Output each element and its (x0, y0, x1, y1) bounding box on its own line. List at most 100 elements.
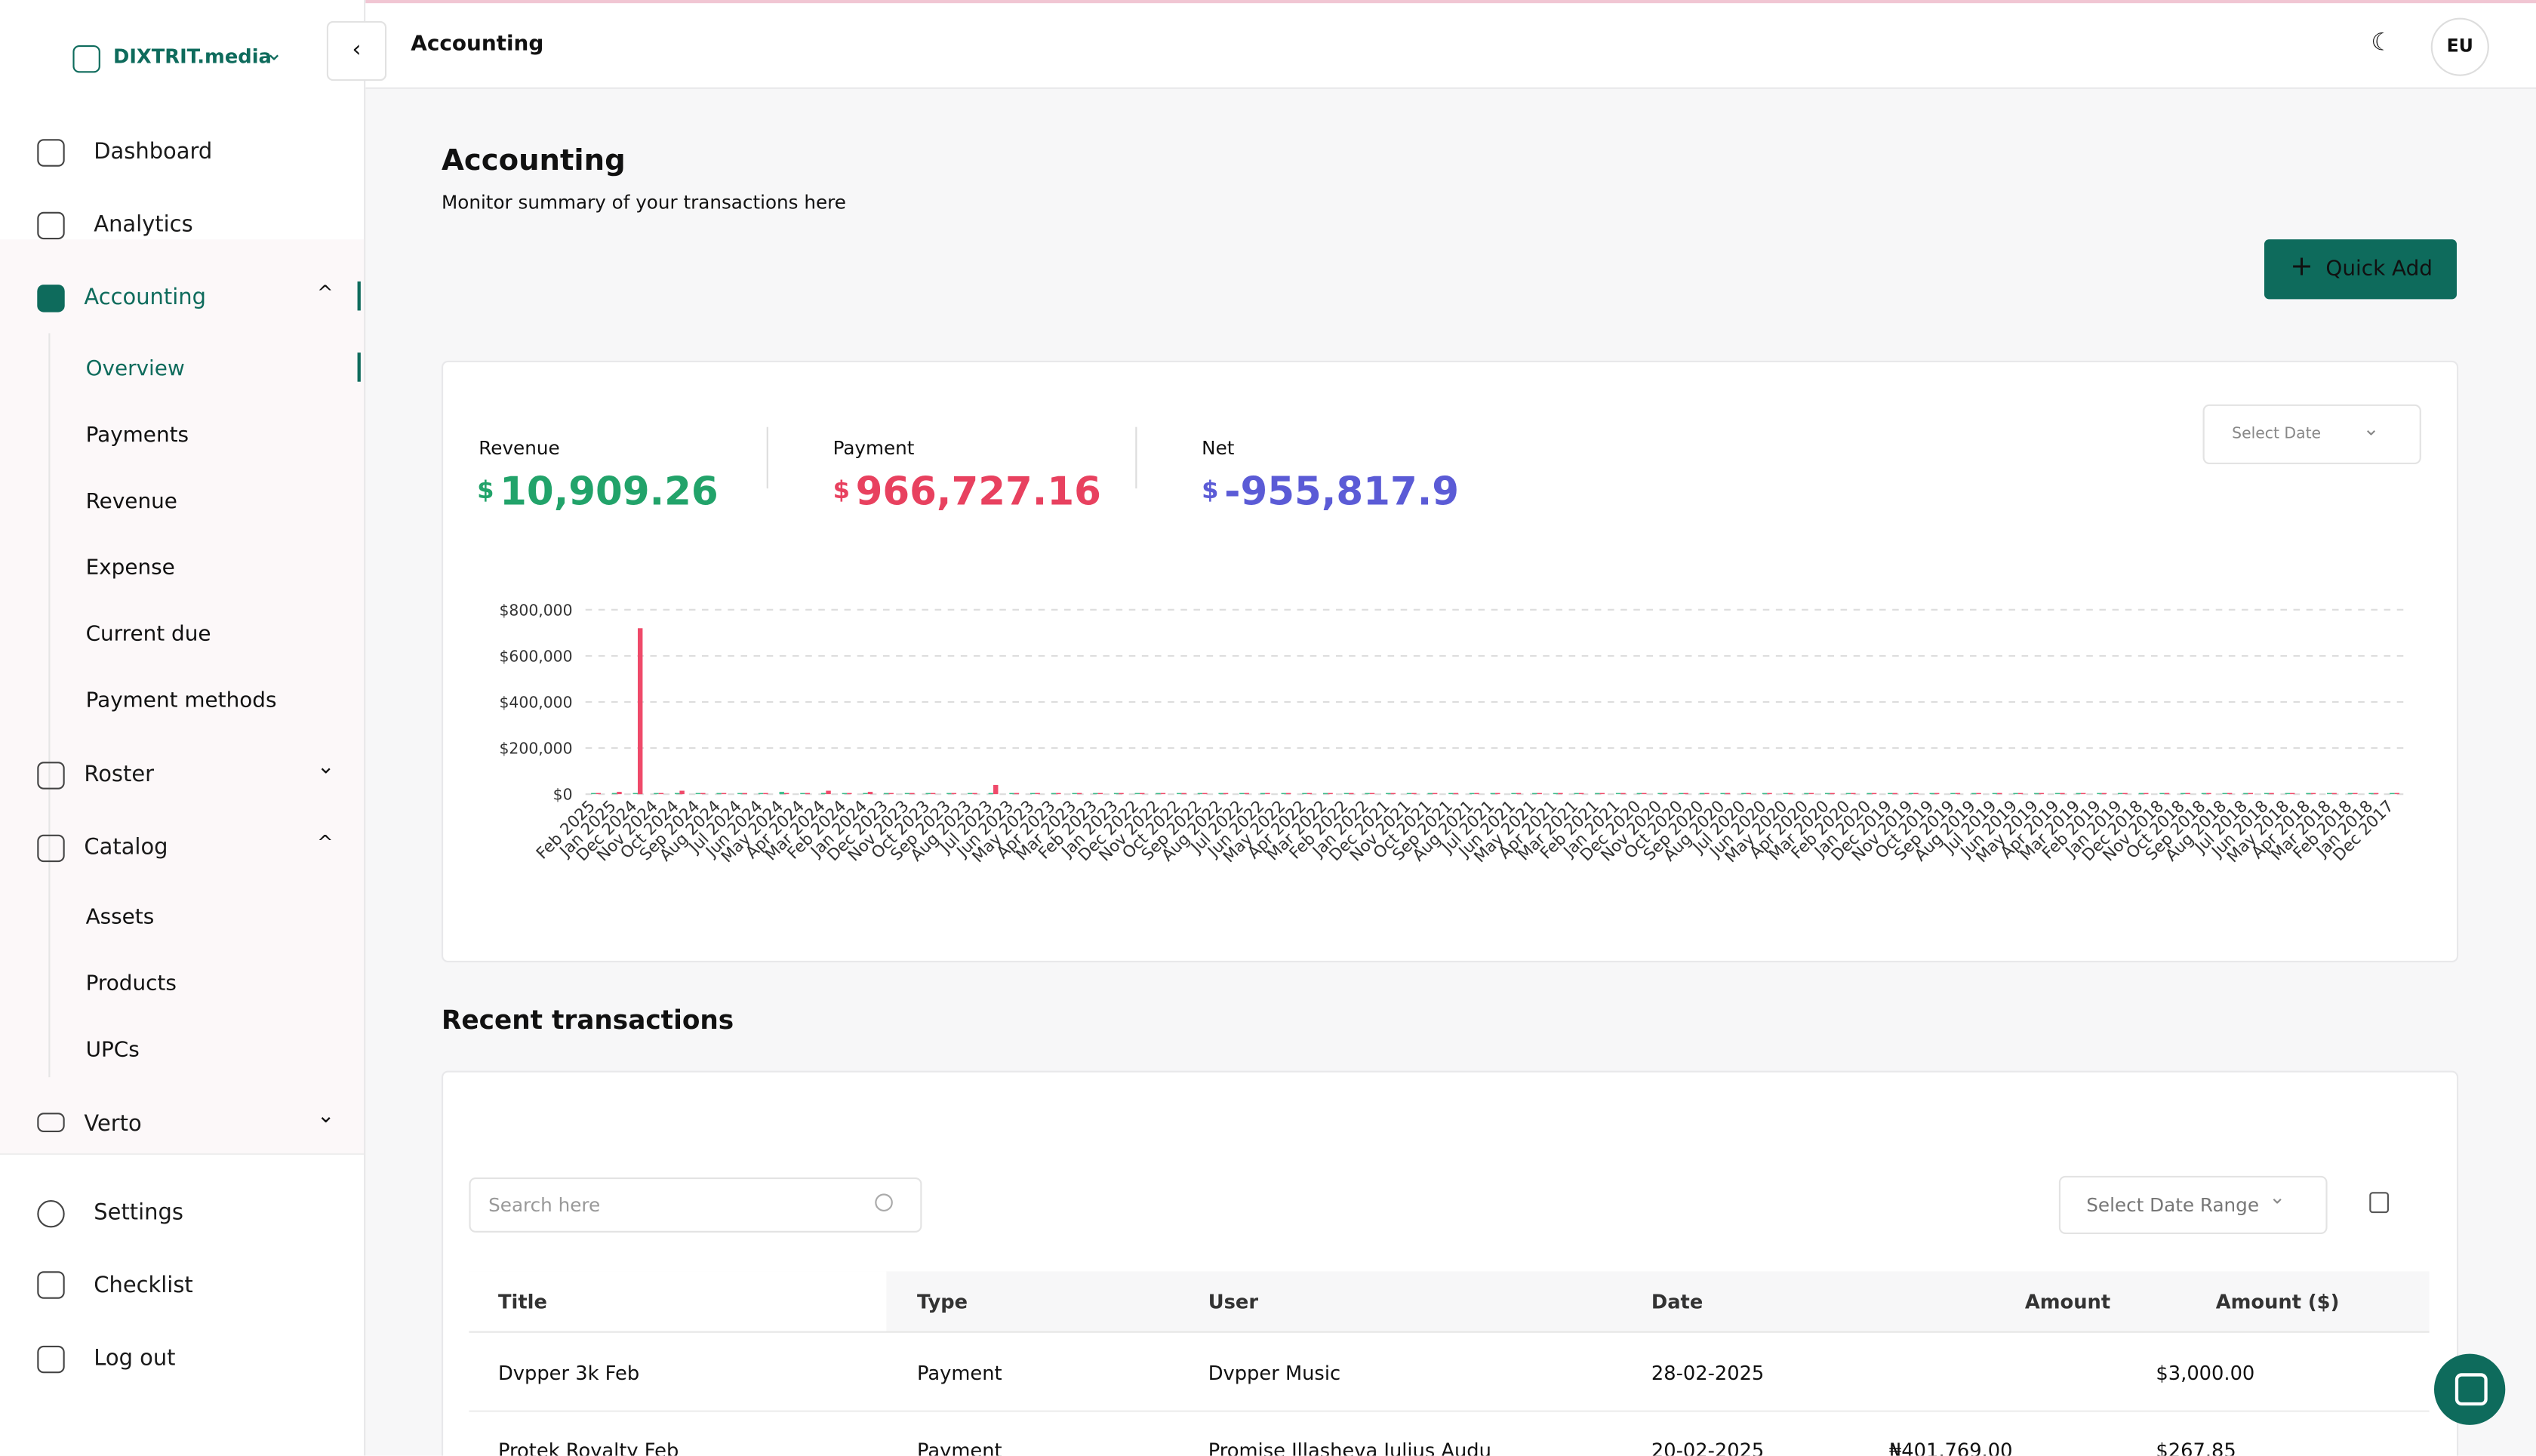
bar (1971, 793, 1977, 795)
column-header[interactable]: Amount ($) (2215, 1291, 2340, 1313)
nav-group-bg (0, 239, 365, 1156)
nav-item[interactable]: Settings (94, 1200, 183, 1227)
nav-subitem[interactable]: Products (85, 971, 177, 996)
bar (742, 793, 747, 795)
header (365, 3, 2536, 89)
table-cell: Payment (917, 1362, 1002, 1385)
brand-caret[interactable]: ⌄ (265, 42, 283, 66)
bar (2185, 793, 2190, 795)
bar (1741, 793, 1747, 795)
active-bar (357, 352, 361, 382)
bar (1076, 793, 1082, 795)
date-range[interactable] (2058, 1175, 2328, 1234)
bar (2122, 793, 2128, 795)
quick-add-label[interactable]: Quick Add (2325, 257, 2433, 282)
bar (1892, 793, 1897, 795)
bar (737, 793, 743, 795)
bar (2080, 793, 2086, 795)
bar (1406, 793, 1412, 795)
bar (820, 793, 826, 795)
column-header[interactable]: Title (498, 1291, 547, 1313)
nav-subitem[interactable]: UPCs (85, 1038, 140, 1063)
avatar[interactable]: EU (2430, 17, 2489, 76)
bar (2285, 793, 2291, 795)
bar (1699, 793, 1705, 795)
bar (1051, 793, 1057, 795)
bar (1343, 793, 1350, 795)
collapse-button[interactable]: ‹ (326, 20, 387, 82)
chat-button[interactable] (2434, 1353, 2506, 1425)
bar (1119, 793, 1124, 795)
nav-item[interactable]: Verto (84, 1111, 142, 1137)
bar (1595, 793, 1600, 795)
nav-item[interactable]: Dashboard (94, 139, 213, 165)
bar (1657, 793, 1663, 795)
column-header[interactable]: User (1208, 1291, 1259, 1313)
bar (946, 793, 952, 795)
column-header[interactable]: Date (1651, 1291, 1703, 1313)
table-cell: $267.85 (2156, 1439, 2236, 1456)
bar (2353, 793, 2358, 795)
table-cell: $3,000.00 (2156, 1362, 2255, 1385)
nav-item[interactable]: Checklist (94, 1273, 193, 1299)
quick-add-button[interactable] (2264, 239, 2457, 300)
bar (2222, 793, 2227, 795)
bar (1516, 793, 1522, 795)
bar (1955, 793, 1961, 795)
bar (1532, 793, 1537, 795)
bar (1824, 793, 1830, 795)
nav-item[interactable]: Roster (84, 762, 155, 788)
table-cell: Payment (917, 1439, 1002, 1456)
bar (1615, 793, 1621, 795)
bar (1302, 793, 1307, 795)
nav-subitem[interactable]: Expense (85, 556, 175, 581)
bar (1574, 793, 1579, 795)
brand[interactable]: DIXTRIT.media (113, 45, 272, 68)
nav-item[interactable]: Log out (94, 1345, 176, 1372)
bar (1762, 793, 1768, 795)
nav-item[interactable]: Accounting (84, 285, 206, 311)
nav-subitem[interactable]: Overview (85, 357, 185, 382)
bar (1160, 793, 1166, 795)
column-header[interactable]: Amount (2024, 1291, 2111, 1313)
table-cell: Dvpper 3k Feb (498, 1362, 640, 1385)
nav-subitem[interactable]: Current due (85, 623, 211, 648)
bar (1490, 793, 1496, 795)
bar (1746, 793, 1752, 795)
nav-subitem[interactable]: Revenue (85, 490, 177, 515)
y-tick-label: $400,000 (499, 693, 572, 711)
nav-item[interactable]: Analytics (94, 211, 193, 238)
bar (951, 793, 957, 795)
bar (2060, 793, 2065, 795)
bar (2347, 793, 2353, 795)
select-date[interactable] (2202, 404, 2421, 464)
select-date-label[interactable]: Select Date (2232, 425, 2322, 444)
search-placeholder[interactable]: Search here (488, 1193, 601, 1217)
row-separator (469, 1410, 2430, 1412)
bar (1558, 793, 1563, 795)
bar (2159, 793, 2165, 795)
y-tick-label: $800,000 (499, 601, 572, 619)
bar (2327, 793, 2332, 795)
date-range-label[interactable]: Select Date Range (2086, 1193, 2260, 1217)
columns-icon[interactable] (2369, 1192, 2389, 1214)
search-box[interactable] (469, 1177, 922, 1233)
y-tick-label: $200,000 (499, 740, 572, 758)
bar (763, 793, 768, 795)
nav-item[interactable]: Catalog (84, 834, 168, 860)
bar (1642, 793, 1647, 795)
header-title: Accounting (411, 32, 544, 57)
caret: ⌄ (317, 755, 335, 780)
nav-subitem[interactable]: Payments (85, 423, 189, 448)
theme-toggle[interactable]: ☾ (2371, 27, 2393, 57)
column-header[interactable]: Type (917, 1291, 968, 1313)
search-icon (875, 1193, 893, 1211)
bar (2331, 793, 2337, 795)
nav-subitem[interactable]: Payment methods (85, 688, 277, 713)
nav-subitem[interactable]: Assets (85, 906, 155, 931)
bar (993, 784, 999, 795)
bar (1432, 793, 1438, 795)
bar (1349, 793, 1354, 795)
table-cell: 28-02-2025 (1651, 1362, 1765, 1385)
